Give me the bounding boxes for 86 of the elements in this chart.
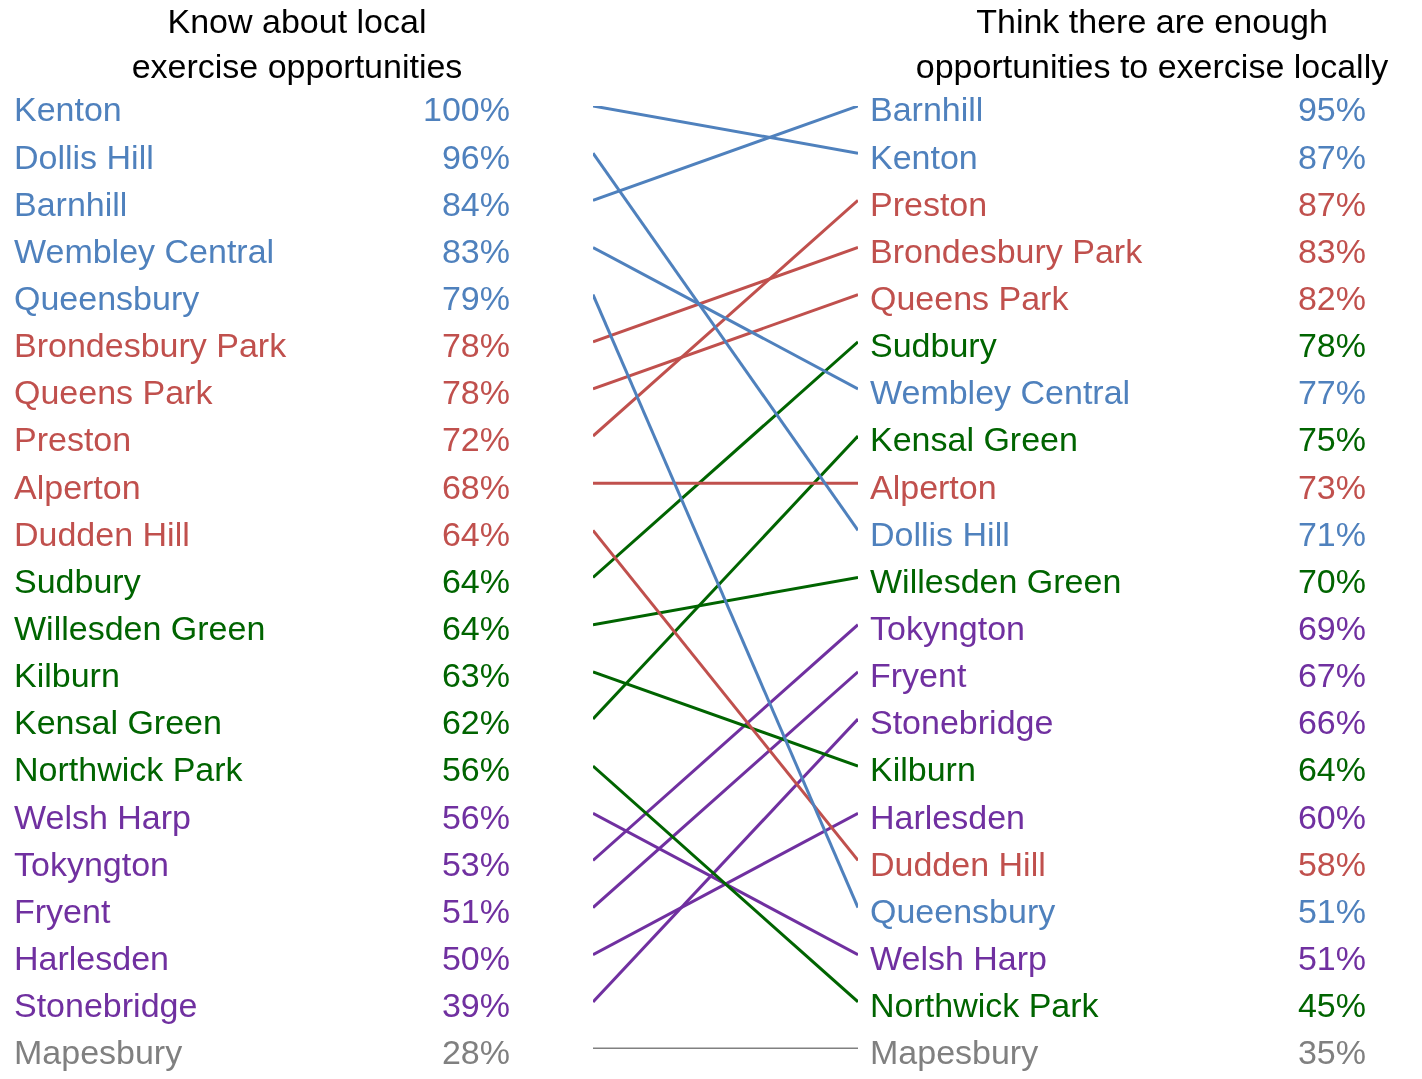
text: Stonebridge <box>870 703 1054 742</box>
data-label: 64% <box>441 609 510 648</box>
data-label: 45% <box>1297 986 1366 1025</box>
data-label: 75% <box>1297 420 1366 459</box>
data-label: 50% <box>441 939 510 978</box>
text: Tokyngton <box>870 609 1025 648</box>
legend-label: Northwick Park <box>14 750 244 789</box>
data-label: 87% <box>1297 184 1366 223</box>
data-label: 51% <box>1297 891 1366 930</box>
legend-label: Fryent <box>14 891 111 930</box>
data-label: 58% <box>1297 844 1366 883</box>
legend-label: Harlesden <box>14 939 169 978</box>
text: Barnhill <box>870 90 984 129</box>
data-label: 72% <box>441 420 510 459</box>
data-label: 78% <box>441 373 510 412</box>
text: Mapesbury <box>870 1033 1039 1072</box>
text: Dudden Hill <box>870 844 1046 883</box>
data-label: 63% <box>441 656 510 695</box>
legend-label: Queensbury <box>14 278 200 317</box>
data-label: 53% <box>441 844 510 883</box>
legend-label: Tokyngton <box>14 844 169 883</box>
legend-label: Mapesbury <box>14 1033 183 1072</box>
legend-label: Welsh Harp <box>14 797 191 836</box>
legend-label: Kilburn <box>14 656 120 695</box>
data-label: 66% <box>1297 703 1366 742</box>
legend-label: Brondesbury Park <box>14 326 288 365</box>
data-label: 56% <box>441 797 510 836</box>
text: Alperton <box>870 467 997 506</box>
data-label: 68% <box>441 467 510 506</box>
data-label: 70% <box>1297 561 1366 600</box>
legend-label: Kenton <box>14 90 122 129</box>
data-label: 69% <box>1297 609 1366 648</box>
data-label: 51% <box>1297 939 1366 978</box>
data-label: 64% <box>441 514 510 553</box>
data-label: 95% <box>1297 90 1366 129</box>
data-label: 78% <box>441 326 510 365</box>
data-label: 84% <box>441 184 510 223</box>
data-label: 60% <box>1297 797 1366 836</box>
text: Brondesbury Park <box>870 231 1143 270</box>
data-label: 100% <box>423 90 510 129</box>
data-label: 51% <box>441 891 510 930</box>
text: Harlesden <box>870 797 1025 836</box>
legend-label: Barnhill <box>14 184 128 223</box>
data-label: 77% <box>1297 373 1366 412</box>
data-label: 28% <box>441 1033 510 1072</box>
text: Northwick Park <box>870 986 1099 1025</box>
text: Dollis Hill <box>870 514 1010 553</box>
data-label: 56% <box>441 750 510 789</box>
data-label: 35% <box>1297 1033 1366 1072</box>
legend-label: Sudbury <box>14 561 141 600</box>
data-label: 73% <box>1297 467 1366 506</box>
legend-label: Kensal Green <box>14 703 222 742</box>
text: Queens Park <box>870 278 1069 317</box>
data-label: 39% <box>441 986 510 1025</box>
legend-label: Queens Park <box>14 373 214 412</box>
data-label: 96% <box>441 137 510 176</box>
legend-label: Dollis Hill <box>14 137 154 176</box>
legend-label: Wembley Central <box>14 231 275 270</box>
text: Preston <box>870 184 988 223</box>
data-label: 64% <box>441 561 510 600</box>
data-label: 67% <box>1297 656 1366 695</box>
data-label: 83% <box>441 231 510 270</box>
text: Kensal Green <box>870 420 1078 459</box>
text: Wembley Central <box>870 373 1131 412</box>
category-label: Know about local exercise opportunities <box>131 2 463 86</box>
legend-label: Alperton <box>14 467 141 506</box>
data-label: 79% <box>441 278 510 317</box>
data-label: 82% <box>1297 278 1366 317</box>
data-label: 62% <box>441 703 510 742</box>
text: Welsh Harp <box>870 939 1047 978</box>
text: Sudbury <box>870 326 997 365</box>
legend-label: Dudden Hill <box>14 514 190 553</box>
category-label: Think there are enough opportunities to exercise locally <box>915 2 1389 86</box>
data-label: 78% <box>1297 326 1366 365</box>
legend-label: Willesden Green <box>14 609 266 648</box>
text: Kilburn <box>870 750 976 789</box>
text: Fryent <box>870 656 967 695</box>
legend-label: Stonebridge <box>14 986 198 1025</box>
data-label: 87% <box>1297 137 1366 176</box>
legend-label: Preston <box>14 420 132 459</box>
data-label: 64% <box>1297 750 1366 789</box>
data-label: 83% <box>1297 231 1366 270</box>
text: Queensbury <box>870 891 1056 930</box>
data-label: 71% <box>1297 514 1366 553</box>
text: Willesden Green <box>870 561 1122 600</box>
text: Kenton <box>870 137 978 176</box>
